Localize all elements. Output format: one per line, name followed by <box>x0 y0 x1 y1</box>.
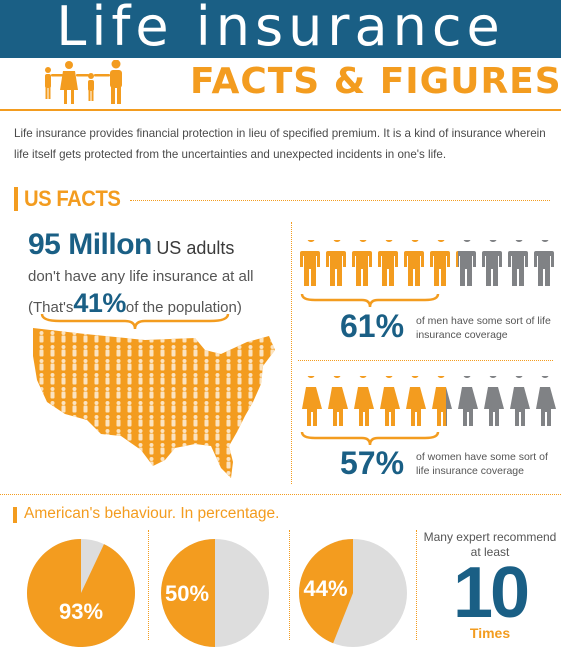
section-divider <box>0 494 561 495</box>
row-divider <box>298 360 553 361</box>
uninsured-number: 95 Millon <box>28 228 152 261</box>
uninsured-suffix: US adults <box>156 238 235 258</box>
pie-label: 44% <box>303 576 347 601</box>
woman-figure-icon <box>354 376 374 426</box>
uninsured-line2: don't have any life insurance at all <box>28 268 254 285</box>
column-divider <box>148 530 149 640</box>
header-banner <box>0 0 561 58</box>
header-divider <box>0 109 561 111</box>
expert-number: 10 <box>452 553 530 633</box>
column-divider <box>416 530 417 640</box>
expert-unit: Times <box>469 625 511 641</box>
pie-chart-1: 93% <box>26 539 136 647</box>
intro-text: Life insurance provides financial protec… <box>14 127 546 161</box>
usa-map-icon <box>33 328 275 478</box>
man-figure-icon <box>482 240 502 286</box>
column-divider <box>291 222 292 484</box>
men-text: of men have some sort of life insurance … <box>416 315 551 341</box>
woman-figure-icon <box>458 376 478 426</box>
section-marker <box>13 507 17 523</box>
man-figure-icon <box>456 240 476 286</box>
man-figure-icon <box>508 240 528 286</box>
men-figures <box>300 240 554 286</box>
man-figure-icon <box>534 240 554 286</box>
man-figure-icon <box>430 240 450 286</box>
family-icon <box>45 60 122 104</box>
brace-icon <box>40 313 230 330</box>
pie-slice <box>299 539 353 644</box>
brace-icon <box>300 293 440 308</box>
line3-prefix: (That's <box>28 299 74 316</box>
man-figure-icon <box>326 240 346 286</box>
women-figures <box>302 376 556 426</box>
section-dotted-line <box>130 200 550 201</box>
page-title: Life insurance <box>56 0 505 58</box>
uninsured-stat: 95 Millon US adults <box>28 228 234 262</box>
woman-figure-icon <box>328 376 348 426</box>
woman-figure-icon <box>406 376 426 426</box>
line3-suffix: of the population) <box>125 299 242 316</box>
men-percent: 61% <box>340 308 405 344</box>
us-facts-heading: US FACTS <box>24 186 121 211</box>
woman-figure-icon <box>536 376 556 426</box>
pie-slice <box>26 539 136 647</box>
women-text: of women have some sort of life insuranc… <box>416 451 548 477</box>
section-marker <box>14 187 18 211</box>
woman-figure-icon <box>380 376 400 426</box>
man-figure-icon <box>352 240 372 286</box>
pie-label: 93% <box>59 599 103 624</box>
expert-text: Many expert recommend at least <box>423 530 557 559</box>
column-divider <box>289 530 290 640</box>
man-figure-icon <box>378 240 398 286</box>
man-figure-icon <box>300 240 320 286</box>
man-figure-icon <box>404 240 424 286</box>
women-percent: 57% <box>340 445 405 481</box>
pie-label: 50% <box>165 581 209 606</box>
pie-slice <box>161 539 215 647</box>
subtitle: FACTS & FIGURES <box>190 61 561 102</box>
uninsured-line3: (That's41%of the population) <box>28 288 242 319</box>
pie-chart-3: 44% <box>299 539 407 647</box>
brace-icon <box>300 431 440 446</box>
woman-figure-icon <box>484 376 504 426</box>
woman-figure-icon <box>302 376 322 426</box>
behaviour-heading: American's behaviour. In percentage. <box>24 505 280 522</box>
woman-figure-icon <box>432 376 452 426</box>
population-percent: 41% <box>73 288 126 318</box>
pie-chart-2: 50% <box>161 539 269 647</box>
woman-figure-icon <box>510 376 530 426</box>
